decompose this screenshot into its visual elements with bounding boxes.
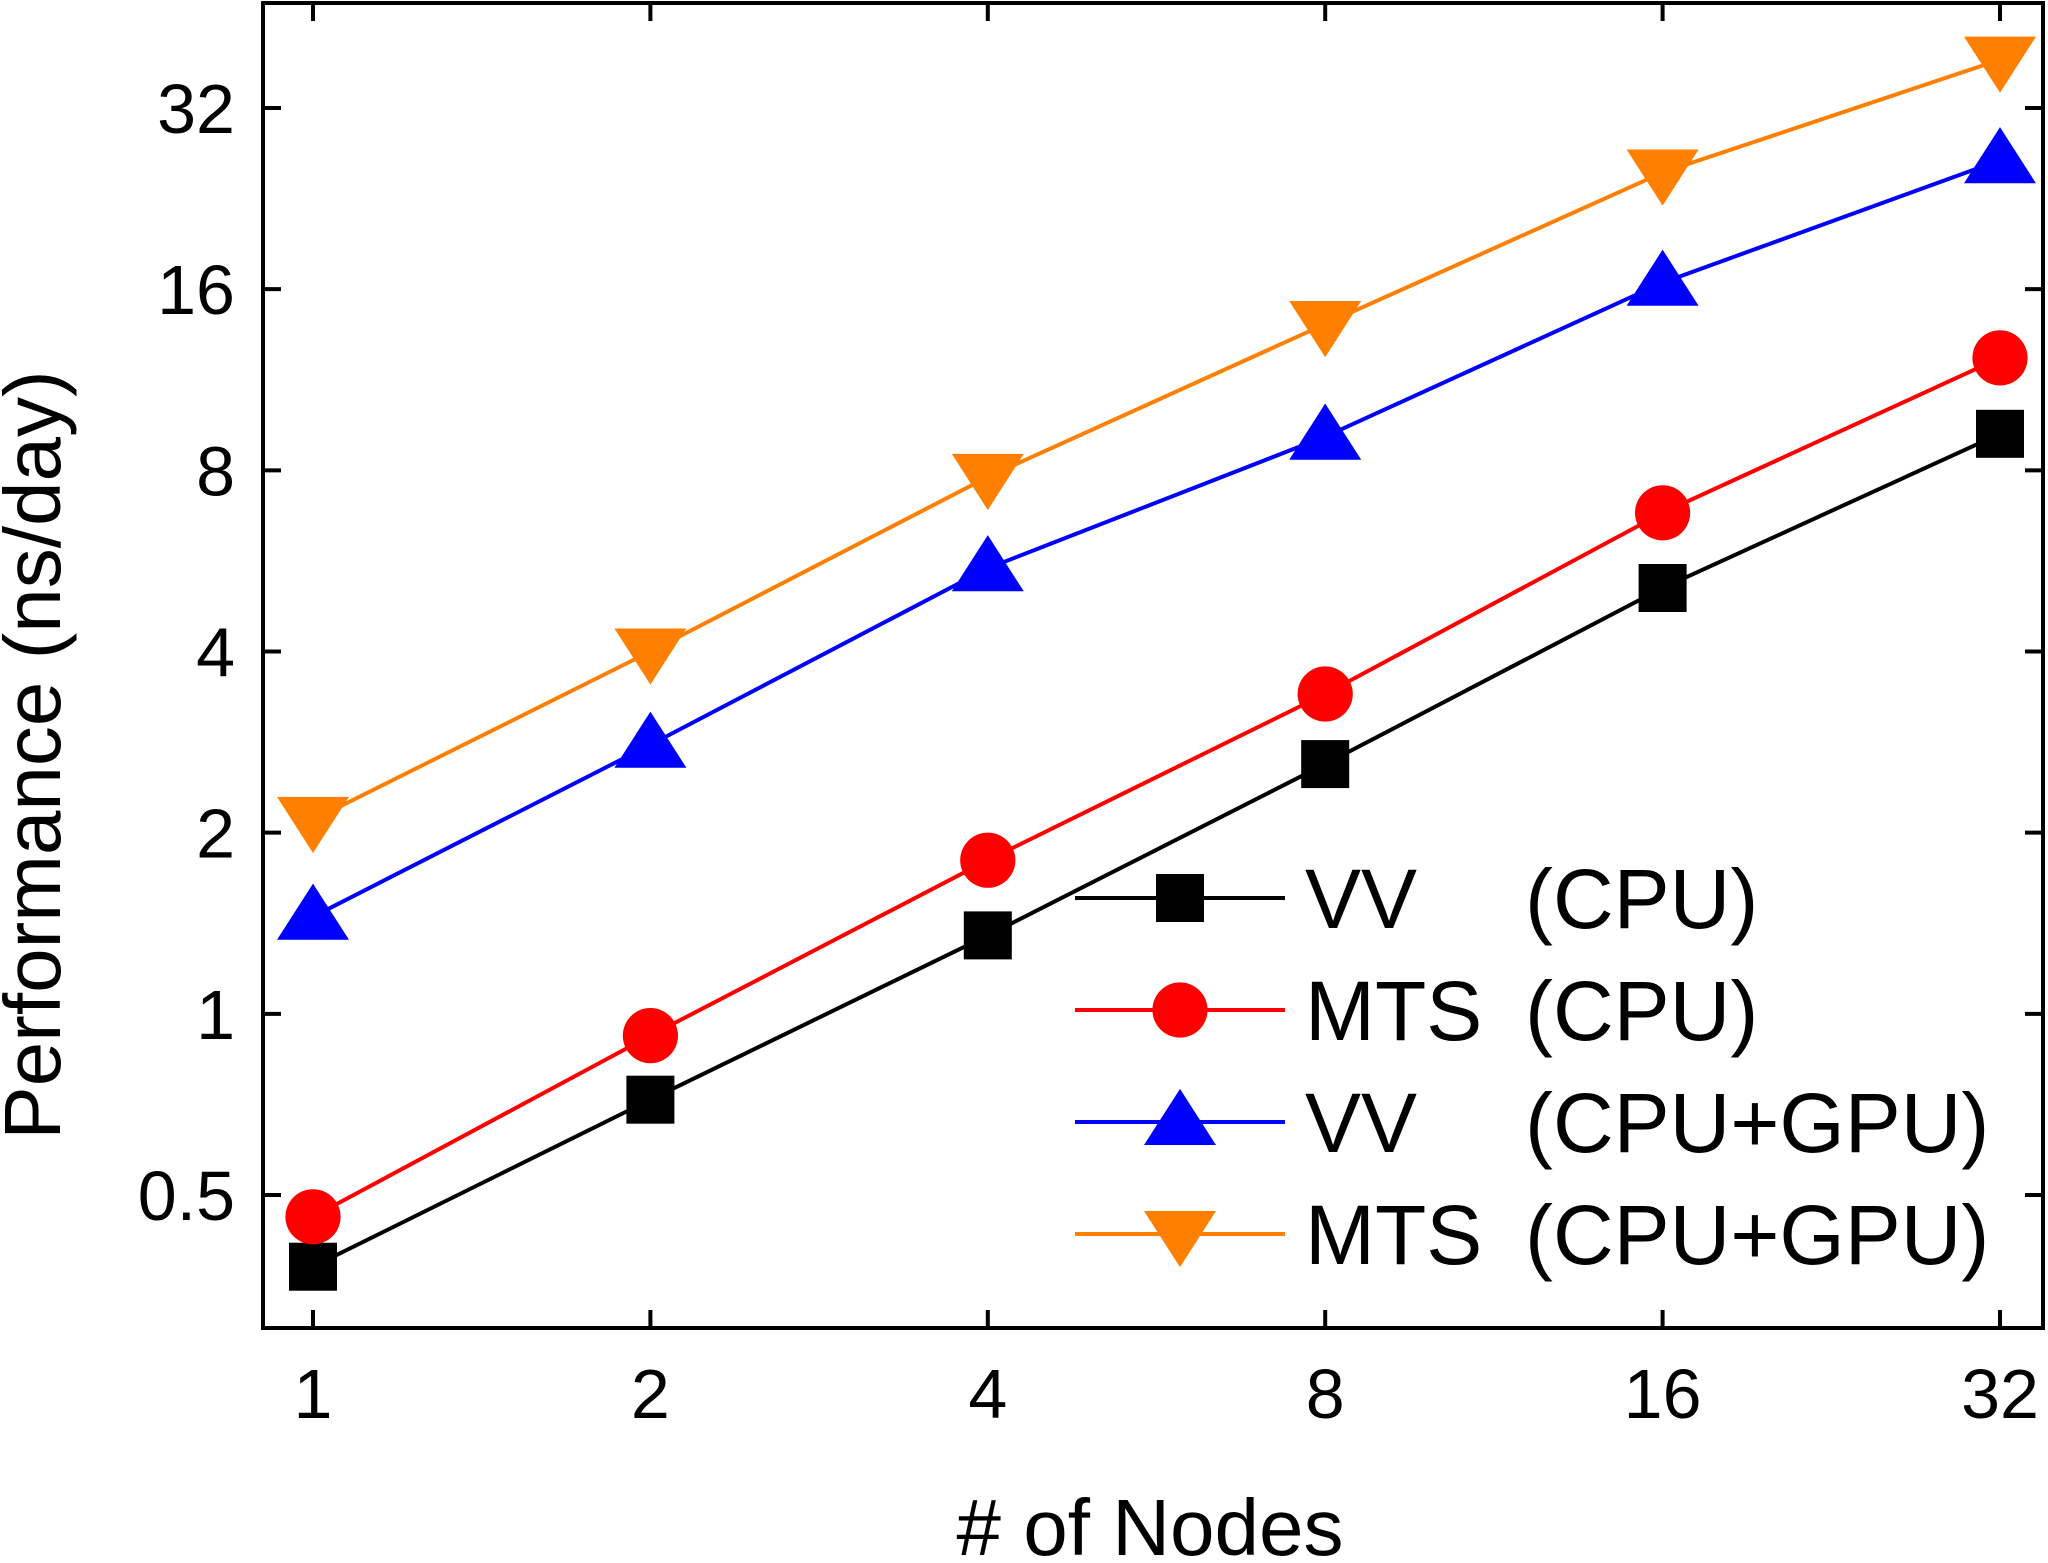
x-tick-label: 4 [968,1355,1007,1433]
series-group [277,36,2036,1291]
marker-triangle-down [951,453,1024,511]
series-3 [277,36,2036,854]
marker-circle [1152,982,1208,1038]
marker-triangle-up [1964,127,2036,184]
marker-triangle-up [1626,249,1699,306]
marker-square [1301,740,1350,789]
x-tick-label: 2 [631,1355,670,1433]
legend-item: VV (CPU) [1075,852,1758,946]
legend-series-device: (CPU) [1525,964,1758,1058]
x-tick-label: 32 [1961,1355,2039,1433]
marker-circle [1297,666,1353,722]
legend-series-name: VV [1305,1076,1417,1170]
marker-circle [1972,330,2028,386]
legend-item: MTS (CPU) [1075,964,1758,1058]
marker-square [1638,564,1687,613]
marker-square [963,911,1012,960]
marker-triangle-down [1289,301,1362,358]
marker-square [289,1242,337,1291]
marker-circle [622,1008,679,1064]
marker-square [1156,874,1204,922]
y-tick-label: 0.5 [138,1157,235,1235]
marker-square [1976,409,2024,458]
marker-triangle-up [1144,1088,1216,1146]
marker-triangle-up [1289,403,1362,460]
axis-ticks [263,3,2043,1328]
tick-labels: 1 2 4 8 16 32 0.5 1 2 4 8 16 32 [138,70,2039,1433]
marker-triangle-up [951,535,1024,592]
plot-frame [261,1,2045,1330]
series-line [312,431,2001,1269]
marker-circle [960,832,1016,888]
legend-item: MTS (CPU+GPU) [1075,1188,1989,1282]
legend-series-name: MTS [1305,1188,1482,1282]
marker-circle [285,1189,341,1245]
marker-square [626,1075,675,1124]
marker-triangle-down [614,628,687,685]
series-line [312,57,2001,822]
series-1 [285,330,2028,1245]
marker-triangle-down [1626,149,1699,206]
y-tick-label: 8 [196,432,235,510]
x-tick-label: 1 [294,1355,333,1433]
marker-triangle-down [1144,1210,1216,1268]
x-tick-label: 16 [1624,1355,1702,1433]
legend: VV (CPU) MTS (CPU) VV (CPU+GPU) MTS (CPU+GPU) [1075,852,1989,1282]
marker-circle [1635,485,1691,541]
legend-series-device: (CPU+GPU) [1525,1076,1989,1170]
y-tick-label: 32 [157,70,235,148]
series-2 [277,127,2036,940]
x-axis-title: # of Nodes [957,1483,1344,1563]
y-tick-label: 2 [196,795,235,873]
series-line [312,158,2001,919]
y-tick-label: 16 [157,251,235,329]
legend-series-name: VV [1305,852,1417,946]
marker-triangle-down [1964,36,2036,93]
y-axis-title: Performance (ns/day) [0,370,77,1139]
series-line [312,356,2001,1219]
legend-series-device: (CPU+GPU) [1525,1188,1989,1282]
marker-triangle-up [614,711,687,768]
legend-series-device: (CPU) [1525,852,1758,946]
legend-item: VV (CPU+GPU) [1075,1076,1989,1170]
marker-triangle-down [277,796,349,854]
marker-triangle-up [277,883,349,940]
legend-series-name: MTS [1305,964,1482,1058]
y-tick-label: 1 [196,976,235,1054]
y-tick-label: 4 [196,614,235,692]
x-tick-label: 8 [1306,1355,1345,1433]
series-0 [289,409,2024,1291]
